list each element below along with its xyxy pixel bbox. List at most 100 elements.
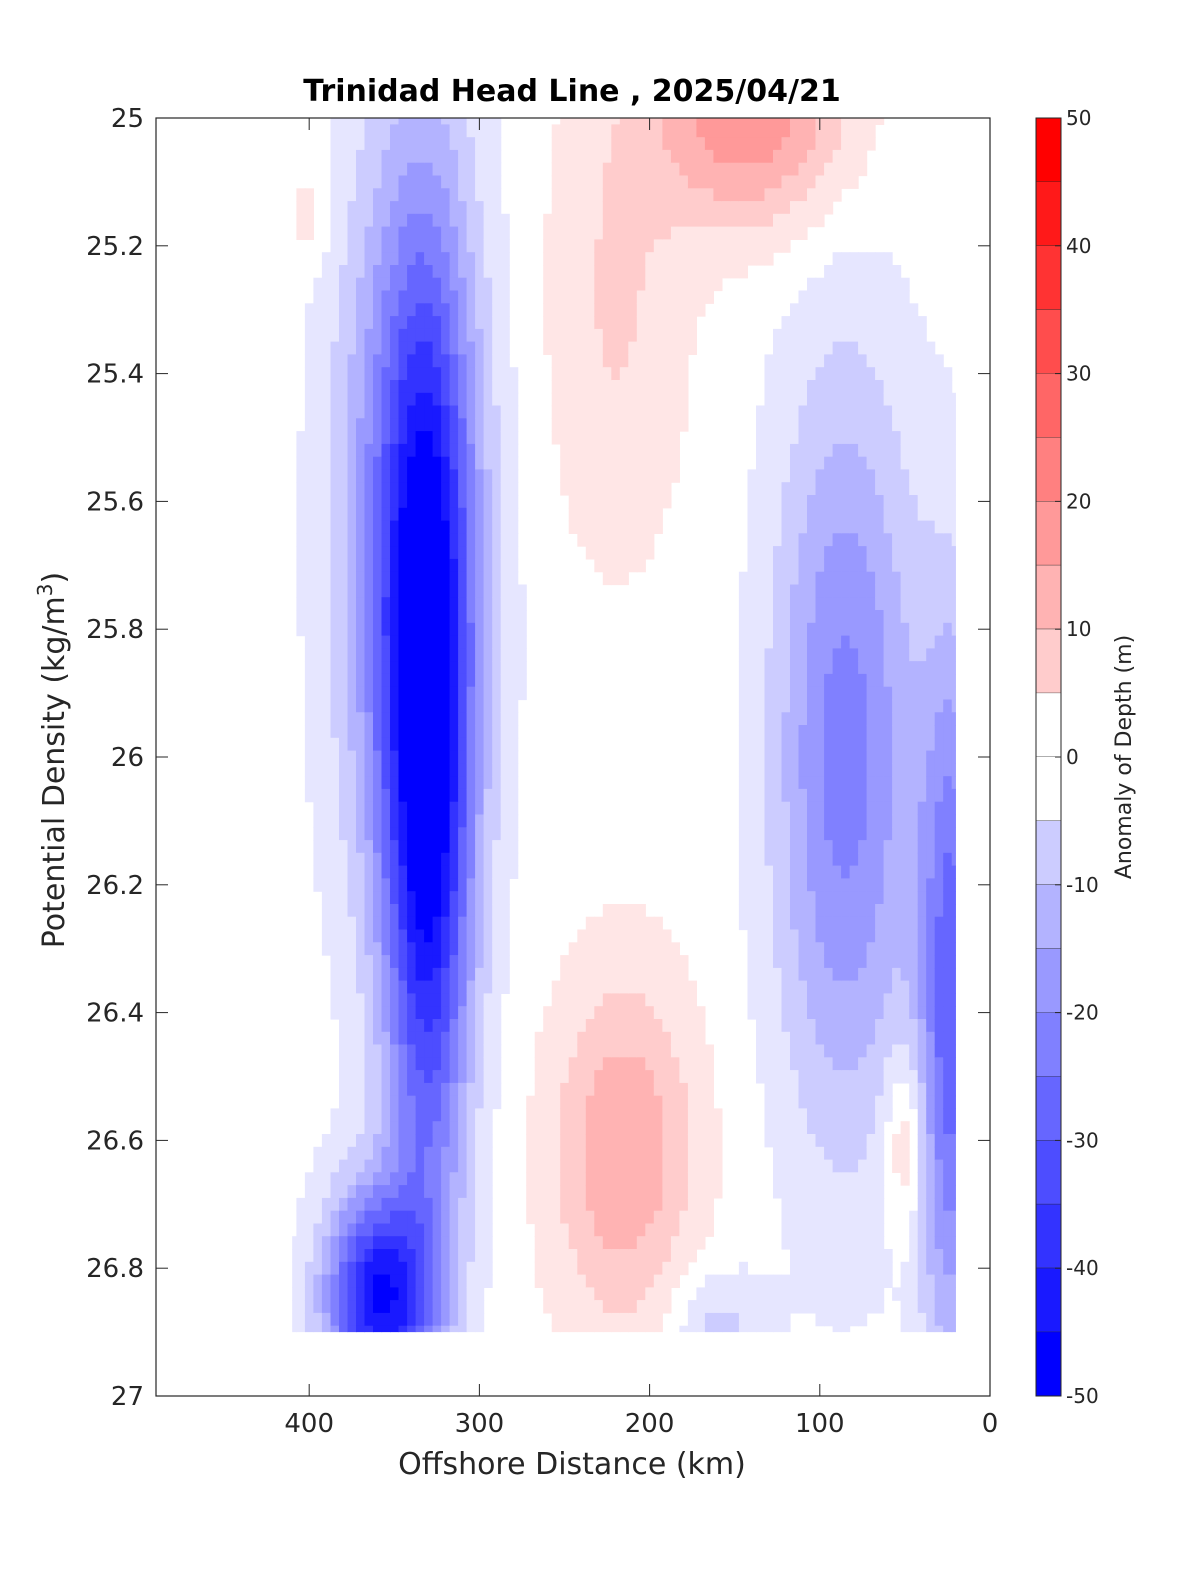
contour-cell <box>687 213 697 228</box>
contour-cell <box>390 482 400 496</box>
contour-cell <box>619 175 629 189</box>
contour-cell <box>356 1134 366 1148</box>
contour-cell <box>432 1082 442 1097</box>
contour-cell <box>858 380 868 394</box>
contour-cell <box>347 188 357 202</box>
contour-cell <box>543 1134 553 1148</box>
contour-cell <box>364 316 374 330</box>
contour-cell <box>568 1172 578 1186</box>
contour-cell <box>292 1325 297 1333</box>
contour-cell <box>832 737 842 752</box>
contour-cell <box>790 418 800 432</box>
contour-cell <box>339 290 349 304</box>
contour-cell <box>424 622 434 637</box>
contour-cell <box>373 865 383 879</box>
contour-cell <box>449 597 459 611</box>
contour-cell <box>645 354 655 368</box>
contour-cell <box>330 955 340 969</box>
contour-cell <box>815 1146 825 1161</box>
contour-cell <box>764 405 774 419</box>
contour-cell <box>381 955 391 969</box>
contour-cell <box>509 686 519 701</box>
contour-cell <box>832 980 842 994</box>
contour-cell <box>636 162 646 177</box>
contour-cell <box>356 1261 366 1276</box>
contour-cell <box>441 1274 451 1288</box>
contour-cell <box>390 328 400 343</box>
contour-cell <box>381 712 391 726</box>
contour-cell <box>432 1300 442 1314</box>
contour-cell <box>815 1261 825 1276</box>
contour-cell <box>347 622 357 637</box>
contour-cell <box>304 597 314 611</box>
contour-cell <box>807 904 817 918</box>
contour-cell <box>875 916 885 931</box>
contour-cell <box>849 341 859 355</box>
contour-cell <box>577 1236 587 1250</box>
contour-cell <box>585 1057 595 1071</box>
contour-cell <box>458 967 468 982</box>
contour-cell <box>492 213 502 228</box>
contour-cell <box>534 1108 544 1122</box>
contour-cell <box>509 571 519 586</box>
contour-cell <box>849 878 859 892</box>
contour-cell <box>356 431 366 445</box>
contour-cell <box>756 942 766 956</box>
contour-cell <box>466 635 476 649</box>
contour-cell <box>560 456 570 471</box>
contour-cell <box>764 788 774 803</box>
contour-cell <box>543 252 553 266</box>
contour-cell <box>568 1082 578 1097</box>
contour-cell <box>662 1185 672 1199</box>
contour-cell <box>832 507 842 522</box>
contour-cell <box>415 495 425 509</box>
contour-cell <box>824 316 834 330</box>
contour-cell <box>304 520 314 534</box>
contour-cell <box>875 367 885 381</box>
contour-cell <box>458 955 468 969</box>
contour-cell <box>636 955 646 969</box>
contour-cell <box>330 162 340 177</box>
contour-cell <box>381 392 391 407</box>
contour-cell <box>449 1146 459 1161</box>
contour-cell <box>653 1172 663 1186</box>
contour-cell <box>398 1172 408 1186</box>
contour-cell <box>373 1121 383 1135</box>
contour-cell <box>313 277 323 292</box>
contour-cell <box>679 967 689 982</box>
contour-cell <box>798 1249 808 1263</box>
contour-cell <box>883 852 893 867</box>
contour-cell <box>594 341 604 355</box>
contour-cell <box>781 354 791 368</box>
contour-cell <box>296 610 306 624</box>
contour-cell <box>798 737 808 752</box>
contour-cell <box>441 1082 451 1097</box>
contour-cell <box>339 252 349 266</box>
contour-cell <box>790 993 800 1007</box>
contour-cell <box>875 878 885 892</box>
contour-cell <box>483 354 493 368</box>
contour-cell <box>662 482 672 496</box>
contour-cell <box>815 443 825 458</box>
contour-cell <box>373 712 383 726</box>
contour-cell <box>602 175 612 189</box>
contour-cell <box>824 277 834 292</box>
contour-cell <box>458 1274 468 1288</box>
contour-cell <box>407 635 417 649</box>
contour-cell <box>381 725 391 739</box>
contour-cell <box>577 520 587 534</box>
contour-cell <box>560 955 570 969</box>
contour-cell <box>492 456 502 471</box>
contour-cell <box>321 878 331 892</box>
contour-cell <box>373 1031 383 1046</box>
contour-cell <box>790 686 800 701</box>
contour-cell <box>407 495 417 509</box>
contour-cell <box>687 1070 697 1084</box>
contour-cell <box>364 290 374 304</box>
contour-cell <box>500 686 510 701</box>
contour-cell <box>466 1146 476 1161</box>
contour-cell <box>815 1031 825 1046</box>
contour-cell <box>773 571 783 586</box>
contour-cell <box>585 290 595 304</box>
contour-cell <box>407 865 417 879</box>
